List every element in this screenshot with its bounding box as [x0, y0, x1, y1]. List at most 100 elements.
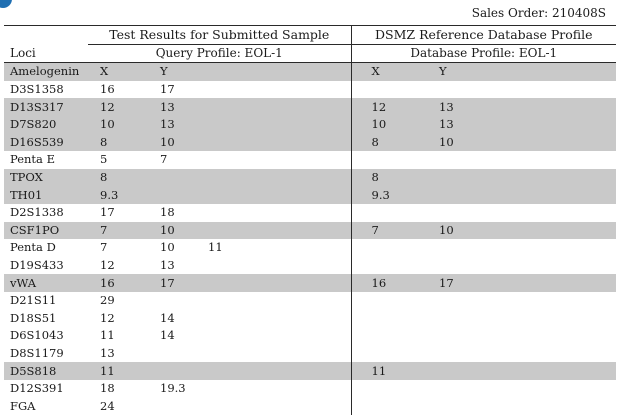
query-allele-2: 17 [146, 274, 204, 292]
corner-dot-icon [0, 0, 12, 8]
reference-allele-1 [350, 379, 416, 398]
locus-cell: D7S820 [4, 115, 88, 134]
table-row: Penta E 5 7 [4, 151, 616, 169]
reference-allele-2 [415, 204, 616, 222]
reference-allele-2: 17 [415, 274, 617, 292]
table-row: D16S539 8 10 8 10 [4, 133, 617, 152]
query-allele-1: 5 [100, 152, 108, 167]
query-allele-1: 18 [100, 381, 115, 396]
table-row: D8S1179 13 [4, 344, 616, 363]
locus-cell: D13S317 [4, 98, 88, 116]
query-allele-3 [204, 62, 352, 81]
query-profile-header: Query Profile: EOL-1 [88, 44, 352, 64]
query-allele-3: 11 [208, 240, 223, 255]
reference-allele-2: 13 [415, 115, 617, 134]
reference-allele-2 [415, 81, 616, 99]
query-allele-1: 9.3 [88, 186, 146, 204]
query-allele-2: 17 [160, 82, 175, 97]
reference-allele-1: 10 [350, 115, 416, 134]
query-allele-1: 12 [88, 98, 146, 116]
loci-header: Loci [4, 44, 88, 64]
reference-allele-1 [350, 256, 416, 275]
locus-cell: D5S818 [4, 362, 88, 380]
query-allele-2: 13 [146, 115, 204, 134]
str-profile-table: Test Results for Submitted Sample DSMZ R… [4, 25, 617, 415]
query-allele-2: 19.3 [160, 381, 186, 396]
table-row: Penta D 7 10 11 [4, 239, 616, 257]
locus-cell: D18S51 [10, 310, 57, 325]
query-allele-2: 10 [146, 221, 204, 240]
query-allele-2: 14 [160, 310, 175, 325]
query-allele-2 [146, 345, 204, 363]
reference-allele-2 [415, 397, 616, 415]
table-row: D2S1338 17 18 [4, 203, 616, 222]
reference-allele-1: 8 [350, 133, 416, 152]
query-allele-3 [204, 81, 351, 99]
reference-allele-2 [415, 239, 616, 257]
reference-allele-1: 12 [350, 98, 416, 116]
query-allele-1: 10 [88, 115, 146, 134]
locus-cell: CSF1PO [4, 221, 88, 240]
query-allele-3 [204, 327, 351, 345]
reference-allele-1: 7 [350, 221, 416, 240]
table-row: vWA 16 17 16 17 [4, 274, 617, 292]
reference-allele-2: 10 [415, 221, 617, 240]
query-allele-3 [204, 204, 351, 222]
table-row: D18S51 12 14 [4, 309, 616, 328]
locus-cell: D2S1338 [10, 205, 64, 220]
locus-cell: D16S539 [4, 133, 88, 152]
locus-cell: TPOX [4, 168, 88, 187]
query-allele-2: 18 [160, 205, 175, 220]
table-row: Amelogenin X Y X Y [4, 62, 617, 81]
query-allele-3 [204, 168, 352, 187]
locus-cell: D12S391 [10, 381, 64, 396]
locus-cell: TH01 [4, 186, 88, 204]
query-allele-2 [146, 186, 204, 204]
query-allele-3 [204, 310, 351, 328]
reference-allele-1 [350, 291, 416, 310]
query-allele-3 [204, 345, 351, 363]
query-allele-2: 14 [160, 328, 175, 343]
reference-allele-2: 13 [415, 98, 617, 116]
query-section-title: Test Results for Submitted Sample [88, 25, 352, 45]
locus-cell: FGA [10, 398, 36, 413]
query-allele-2 [146, 292, 204, 310]
table-row: D5S818 11 11 [4, 362, 617, 380]
query-allele-2: 13 [160, 258, 175, 273]
table-row: D12S391 18 19.3 [4, 379, 616, 398]
table-row: CSF1PO 7 10 7 10 [4, 221, 617, 240]
query-allele-1: X [88, 62, 146, 81]
locus-cell: Amelogenin [4, 62, 88, 81]
query-allele-2: 13 [146, 98, 204, 116]
query-allele-3 [204, 397, 351, 415]
query-allele-2 [146, 168, 204, 187]
query-allele-1: 7 [88, 221, 146, 240]
table-row: D21S11 29 [4, 291, 616, 310]
reference-allele-2 [415, 257, 616, 275]
table-row: D19S433 12 13 [4, 256, 616, 275]
query-allele-2: 10 [146, 133, 204, 152]
query-allele-1: 8 [88, 168, 146, 187]
reference-allele-2 [415, 292, 616, 310]
reference-allele-1: 16 [350, 274, 416, 292]
reference-allele-1: X [350, 62, 416, 81]
reference-allele-2 [415, 186, 617, 204]
table-row: FGA 24 [4, 397, 616, 415]
query-allele-1: 12 [100, 310, 115, 325]
reference-allele-1 [350, 397, 416, 415]
locus-cell: D3S1358 [10, 82, 64, 97]
locus-cell: D21S11 [10, 293, 57, 308]
table-row: D13S317 12 13 12 13 [4, 98, 617, 116]
locus-cell: D6S1043 [10, 328, 64, 343]
reference-allele-2: 10 [415, 133, 617, 152]
table-row: D7S820 10 13 10 13 [4, 115, 617, 134]
table-row: D6S1043 11 14 [4, 327, 616, 345]
query-allele-2 [146, 397, 204, 415]
query-allele-2: 10 [160, 240, 175, 255]
query-allele-2 [146, 362, 204, 380]
reference-allele-1: 9.3 [350, 186, 416, 204]
reference-allele-2 [415, 327, 616, 345]
query-allele-1: 11 [88, 362, 146, 380]
database-profile-header: Database Profile: EOL-1 [350, 44, 617, 64]
reference-allele-2 [415, 168, 617, 187]
